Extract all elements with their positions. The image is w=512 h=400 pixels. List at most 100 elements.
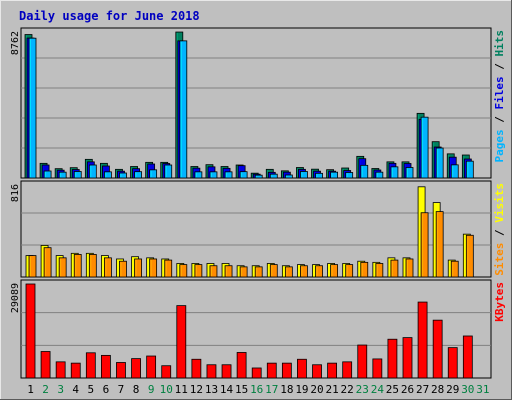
- day-label-21: 21: [325, 383, 338, 396]
- bar-kbytes-day-23: [357, 344, 368, 379]
- bar-sites-day-16: [254, 266, 263, 278]
- bar-pages-day-25: [390, 166, 399, 179]
- legend-hits-files-pages: Pages / Files / Hits: [493, 30, 506, 163]
- day-label-28: 28: [431, 383, 444, 396]
- legend-pages: Pages: [493, 129, 506, 162]
- bar-pages-day-15: [239, 171, 248, 179]
- bar-kbytes-day-6: [101, 354, 111, 379]
- legend-visits: Visits: [493, 183, 506, 223]
- day-label-17: 17: [265, 383, 278, 396]
- legend-text: KBytes: [493, 282, 506, 322]
- bar-pages-day-2: [43, 170, 52, 179]
- bar-kbytes-day-17: [266, 362, 277, 379]
- bar-pages-day-11: [179, 40, 188, 179]
- bar-kbytes-day-4: [70, 362, 81, 379]
- legend-text: Sites / Visits: [493, 183, 506, 276]
- day-label-22: 22: [341, 383, 354, 396]
- bar-sites-day-10: [164, 259, 173, 278]
- bar-pages-day-22: [345, 172, 354, 179]
- bar-sites-day-2: [43, 247, 52, 278]
- day-label-20: 20: [310, 383, 323, 396]
- bar-sites-day-18: [284, 266, 293, 278]
- day-label-13: 13: [205, 383, 218, 396]
- bar-kbytes-day-7: [116, 362, 126, 379]
- bar-pages-day-7: [119, 172, 127, 179]
- bar-pages-day-23: [360, 164, 369, 179]
- bar-sites-day-22: [345, 264, 354, 278]
- bar-kbytes-day-19: [297, 358, 307, 379]
- bar-pages-day-30: [465, 160, 474, 179]
- legend-separator: /: [493, 110, 506, 130]
- bar-kbytes-day-24: [372, 358, 383, 379]
- day-labels: 1 2 3 4 5 6 7 8 9 10 11 12 13 14 15 16 17 18 19 20 21 22 23 24 2…: [27, 383, 489, 396]
- bar-pages-day-8: [134, 171, 142, 179]
- bar-sites-day-5: [88, 254, 97, 278]
- bar-kbytes-day-8: [131, 358, 141, 379]
- bar-sites-day-14: [224, 265, 233, 278]
- bar-sites-day-24: [375, 263, 384, 278]
- bar-kbytes-day-27: [417, 301, 428, 379]
- bar-kbytes-day-21: [327, 362, 338, 379]
- day-label-16: 16: [250, 383, 263, 396]
- day-label-8: 8: [133, 383, 140, 396]
- bar-kbytes-day-29: [447, 347, 458, 379]
- bar-pages-day-20: [315, 172, 323, 179]
- bar-sites-day-7: [119, 260, 127, 278]
- day-label-24: 24: [371, 383, 385, 396]
- bar-kbytes-day-14: [221, 364, 232, 379]
- day-label-31: 31: [476, 383, 489, 396]
- day-label-6: 6: [103, 383, 110, 396]
- bar-pages-day-24: [375, 171, 384, 179]
- bar-sites-day-20: [315, 265, 323, 278]
- day-label-5: 5: [88, 383, 95, 396]
- bar-pages-day-3: [58, 171, 67, 179]
- day-label-18: 18: [280, 383, 293, 396]
- bar-kbytes-day-3: [55, 361, 66, 379]
- bar-kbytes-day-15: [236, 352, 247, 379]
- day-label-14: 14: [220, 383, 234, 396]
- bar-pages-day-9: [149, 169, 158, 179]
- panel-frame: [20, 279, 492, 379]
- bar-pages-day-17: [269, 173, 278, 179]
- y-max-label: 816: [10, 184, 21, 202]
- day-label-11: 11: [175, 383, 188, 396]
- bar-kbytes-day-13: [206, 364, 217, 379]
- bar-pages-day-4: [73, 171, 82, 179]
- bar-sites-day-23: [360, 261, 369, 278]
- bar-sites-day-13: [209, 265, 218, 278]
- bar-kbytes-day-11: [176, 305, 187, 379]
- bar-sites-day-3: [58, 257, 67, 278]
- legend-visits-sites: Sites / Visits: [493, 183, 506, 276]
- bar-sites-day-9: [149, 258, 158, 278]
- day-label-27: 27: [416, 383, 429, 396]
- bar-pages-day-27: [420, 116, 429, 179]
- y-max-label: 8762: [10, 31, 21, 55]
- day-label-29: 29: [446, 383, 459, 396]
- day-label-30: 30: [461, 383, 474, 396]
- day-label-10: 10: [160, 383, 173, 396]
- day-label-23: 23: [356, 383, 369, 396]
- bar-sites-day-27: [420, 212, 429, 278]
- chart-title: Daily usage for June 2018: [19, 9, 200, 23]
- bar-sites-day-26: [405, 258, 414, 278]
- panel-visits-sites: 816 Sites / Visits: [10, 180, 506, 278]
- bar-sites-day-11: [179, 264, 188, 278]
- bar-sites-day-21: [330, 264, 339, 278]
- y-max-label: 29089: [10, 283, 21, 313]
- bar-sites-day-28: [435, 211, 444, 278]
- bar-kbytes-day-10: [161, 365, 172, 379]
- bar-kbytes-day-18: [281, 362, 292, 379]
- bar-sites-day-30: [465, 234, 474, 278]
- day-label-3: 3: [57, 383, 64, 396]
- bar-pages-day-16: [254, 174, 263, 179]
- bar-sites-day-17: [269, 264, 278, 278]
- panels: 8762 Pages / Files / Hits 816 Sites / Visit…: [10, 27, 506, 379]
- day-label-25: 25: [386, 383, 399, 396]
- legend-separator: /: [493, 57, 506, 77]
- day-label-9: 9: [148, 383, 155, 396]
- day-label-26: 26: [401, 383, 414, 396]
- bar-pages-day-18: [284, 174, 293, 179]
- bar-kbytes-day-1: [25, 283, 36, 379]
